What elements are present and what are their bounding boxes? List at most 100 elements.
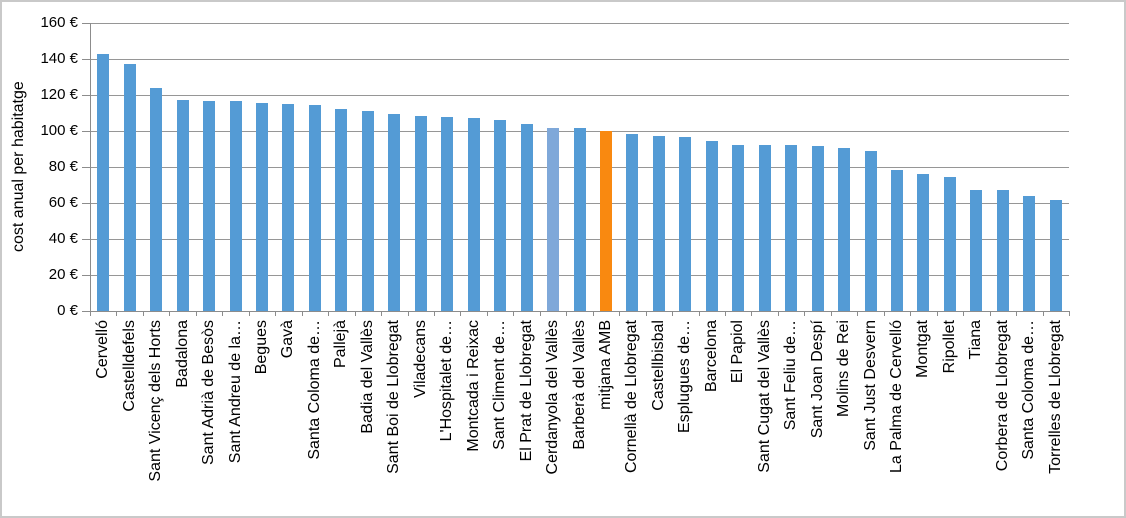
bar bbox=[308, 104, 321, 311]
x-axis-tick bbox=[1069, 311, 1070, 316]
x-axis-tick bbox=[804, 311, 806, 316]
bar bbox=[203, 101, 216, 311]
y-axis-tick bbox=[82, 131, 90, 132]
y-tick-label: 100 € bbox=[40, 122, 78, 139]
y-axis-tick bbox=[82, 275, 90, 276]
bar bbox=[679, 137, 692, 311]
x-axis-tick bbox=[381, 311, 383, 316]
bar bbox=[361, 111, 374, 311]
x-axis-tick bbox=[830, 311, 832, 316]
x-axis-tick bbox=[433, 311, 435, 316]
gridline bbox=[90, 59, 1069, 60]
x-category-label: Molins de Rei bbox=[835, 320, 853, 417]
bar bbox=[573, 128, 586, 311]
bar bbox=[758, 144, 771, 311]
x-category-label: Montgat bbox=[914, 320, 932, 378]
x-category-label: Pallejà bbox=[332, 320, 350, 369]
x-category-label: Viladecans bbox=[411, 320, 429, 398]
x-axis-tick bbox=[222, 311, 224, 316]
x-category-label: Corbera de Llobregat bbox=[993, 320, 1011, 472]
bar bbox=[838, 148, 851, 311]
x-category-label: Badia del Vallès bbox=[358, 320, 376, 434]
bar bbox=[1049, 200, 1062, 311]
x-category-label: Barcelona bbox=[702, 320, 720, 393]
bar bbox=[441, 116, 454, 311]
y-tick-label: 80 € bbox=[48, 158, 78, 175]
bar bbox=[811, 146, 824, 311]
x-category-label: Sant Andreu de la… bbox=[226, 320, 244, 464]
x-category-label: mitjana AMB bbox=[596, 320, 614, 410]
x-category-label: La Palma de Cervelló bbox=[888, 320, 905, 473]
x-category-label: Ripollet bbox=[940, 320, 958, 374]
x-category-label: El Prat de Llobregat bbox=[517, 320, 535, 462]
x-axis-tick bbox=[698, 311, 700, 316]
x-axis-tick bbox=[883, 311, 885, 316]
bar bbox=[97, 53, 110, 311]
y-tick-label: 120 € bbox=[40, 86, 78, 103]
y-axis-line bbox=[90, 23, 91, 311]
x-axis-tick bbox=[566, 311, 568, 316]
x-category-label: Gavà bbox=[279, 320, 297, 359]
x-axis-tick bbox=[1016, 311, 1018, 316]
bar bbox=[388, 113, 401, 311]
bar bbox=[599, 131, 612, 311]
bar bbox=[705, 140, 718, 311]
y-axis-tick bbox=[82, 203, 90, 204]
x-axis-tick bbox=[645, 311, 647, 316]
x-axis-tick bbox=[248, 311, 250, 316]
bar bbox=[282, 104, 295, 311]
y-axis-tick bbox=[82, 167, 90, 168]
bar bbox=[547, 128, 560, 311]
x-axis-tick bbox=[672, 311, 674, 316]
bar bbox=[864, 150, 877, 311]
x-category-label: Badalona bbox=[173, 320, 191, 388]
x-axis-tick bbox=[619, 311, 621, 316]
x-axis-tick bbox=[328, 311, 330, 316]
x-axis-tick bbox=[486, 311, 488, 316]
x-category-label: Santa Coloma de… bbox=[305, 320, 323, 460]
x-category-label: Barberà del Vallès bbox=[570, 320, 588, 450]
x-axis-tick bbox=[592, 311, 594, 316]
x-axis-tick bbox=[142, 311, 144, 316]
y-axis-tick bbox=[82, 59, 90, 60]
y-tick-label: 20 € bbox=[48, 266, 78, 283]
x-category-label: Cervelló bbox=[94, 320, 112, 379]
x-axis-tick bbox=[857, 311, 859, 316]
x-axis-tick bbox=[90, 311, 91, 316]
bar bbox=[414, 115, 427, 311]
x-category-label: Esplugues de… bbox=[676, 320, 694, 433]
y-tick-label: 0 € bbox=[57, 302, 78, 319]
bar bbox=[176, 99, 189, 311]
bar bbox=[150, 87, 163, 311]
x-category-label: Torrelles de Llobregat bbox=[1046, 320, 1064, 474]
bar bbox=[891, 169, 903, 311]
x-axis-tick bbox=[460, 311, 462, 316]
x-category-label: Sant Feliu de… bbox=[782, 320, 800, 431]
x-category-label: Cerdanyola del Vallès bbox=[544, 320, 562, 475]
bar bbox=[785, 144, 798, 311]
x-axis-tick bbox=[354, 311, 356, 316]
bar bbox=[943, 176, 956, 311]
x-axis-tick bbox=[301, 311, 303, 316]
bar bbox=[520, 123, 533, 311]
x-category-label: Sant Joan Despí bbox=[808, 320, 826, 439]
x-category-label: Sant Boi de Llobregat bbox=[385, 320, 403, 474]
x-category-label: Santa Coloma de… bbox=[1020, 320, 1038, 460]
x-axis-tick bbox=[407, 311, 409, 316]
x-axis-tick bbox=[751, 311, 753, 316]
x-axis-tick bbox=[169, 311, 171, 316]
x-axis-tick bbox=[195, 311, 197, 316]
bar bbox=[652, 135, 665, 311]
bar bbox=[732, 144, 745, 311]
x-axis-tick bbox=[116, 311, 118, 316]
y-tick-label: 140 € bbox=[40, 50, 78, 67]
y-tick-label: 40 € bbox=[48, 230, 78, 247]
x-axis-tick bbox=[275, 311, 277, 316]
x-axis-tick bbox=[539, 311, 541, 316]
y-axis-tick bbox=[82, 239, 90, 240]
x-category-label: El Papiol bbox=[729, 320, 747, 384]
x-axis-tick bbox=[963, 311, 965, 316]
x-category-label: Sant Cugat del Vallès bbox=[755, 320, 773, 473]
gridline bbox=[90, 23, 1069, 24]
x-category-label: Sant Vicenç dels Horts bbox=[147, 320, 165, 482]
